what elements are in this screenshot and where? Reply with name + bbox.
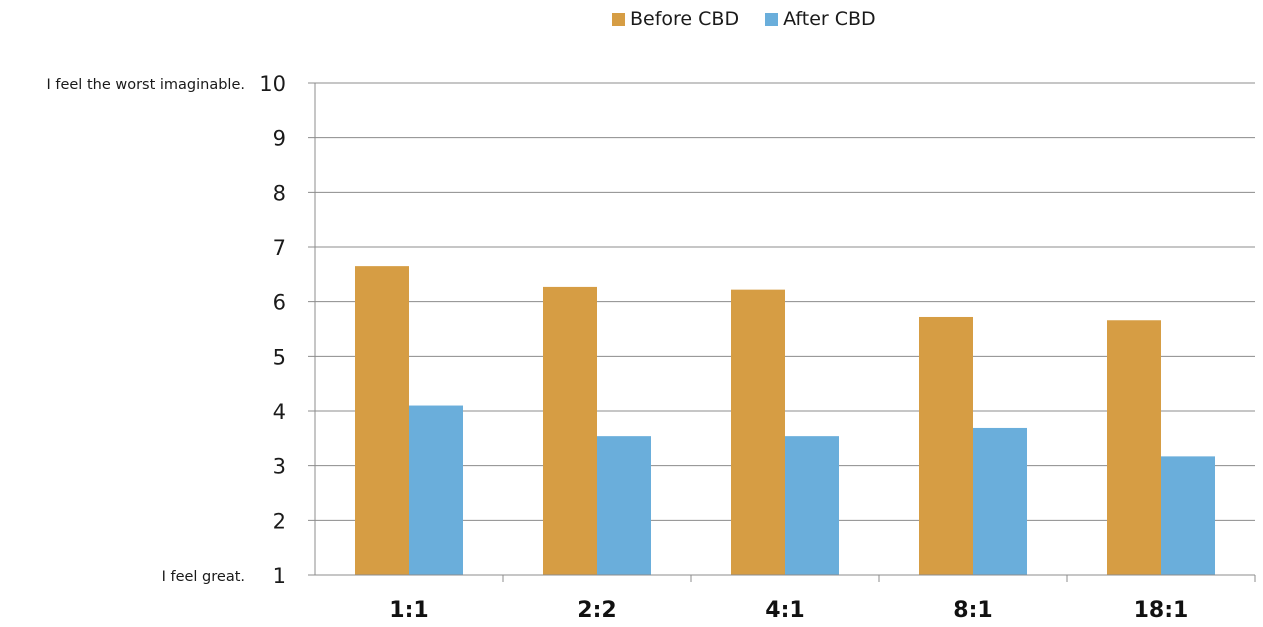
y-tick-label: 8	[273, 181, 286, 205]
y-annotation-top: I feel the worst imaginable.	[46, 77, 245, 93]
bar-after-cbd	[597, 436, 651, 575]
y-annotation-bottom: I feel great.	[162, 569, 245, 585]
x-tick-label: 1:1	[389, 598, 428, 623]
y-tick-label: 6	[273, 291, 286, 315]
y-tick-label: 5	[273, 345, 286, 369]
bar-after-cbd	[973, 428, 1027, 575]
bar-after-cbd	[1161, 456, 1215, 575]
bar-before-cbd	[1107, 320, 1161, 575]
x-tick-label: 8:1	[953, 598, 992, 623]
y-tick-label: 9	[273, 127, 286, 151]
x-tick-label: 18:1	[1134, 598, 1189, 623]
bar-after-cbd	[409, 406, 463, 575]
bar-before-cbd	[731, 290, 785, 575]
y-tick-label: 4	[273, 400, 286, 424]
x-tick-label: 2:2	[577, 598, 616, 623]
bar-before-cbd	[543, 287, 597, 575]
bars	[355, 266, 1215, 575]
y-tick-label: 10	[259, 72, 286, 96]
y-tick-label: 7	[273, 236, 286, 260]
y-tick-label: 2	[273, 509, 286, 533]
y-tick-label: 3	[273, 455, 286, 479]
bar-before-cbd	[355, 266, 409, 575]
bar-after-cbd	[785, 436, 839, 575]
bar-before-cbd	[919, 317, 973, 575]
y-tick-label: 1	[273, 564, 286, 588]
x-tick-label: 4:1	[765, 598, 804, 623]
